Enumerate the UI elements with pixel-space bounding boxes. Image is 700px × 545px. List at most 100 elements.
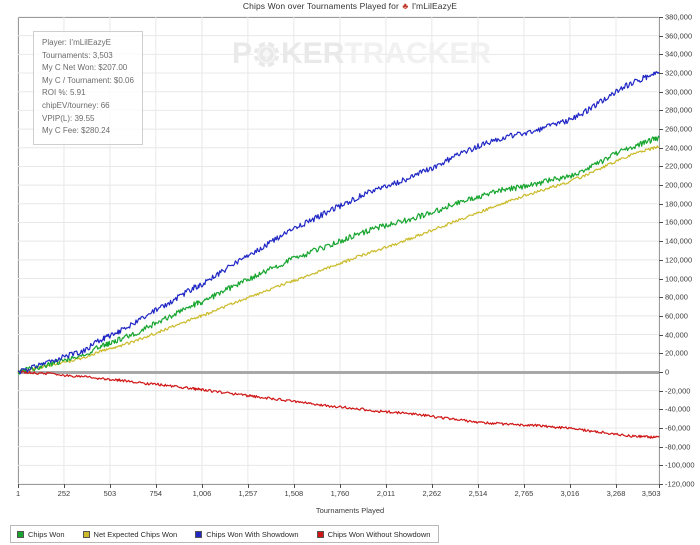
y-axis-tick [659,203,663,205]
x-axis-tick-label: 754 [149,489,163,498]
legend-item[interactable]: Net Expected Chips Won [82,529,178,539]
x-axis-tick-label: 2,011 [376,489,396,498]
y-axis-tick-label: 320,000 [665,68,693,78]
y-axis-tick [659,446,663,448]
y-axis-tick [659,129,663,131]
legend-item-label: Chips Won With Showdown [206,529,299,539]
y-axis-tick-label: 60,000 [665,311,688,321]
x-axis-tick [18,484,19,488]
x-axis-tick-label: 1,760 [330,489,350,498]
page-title-text: Chips Won over Tournaments Played for [242,1,399,11]
y-axis-tick [659,17,663,18]
legend-item[interactable]: Chips Won With Showdown [195,529,299,539]
x-axis-tick [155,484,157,488]
y-axis-tick-label: 380,000 [665,12,693,22]
x-axis-tick [615,484,617,488]
y-axis-tick [659,110,663,112]
x-axis-tick [109,484,111,488]
y-axis-tick-label: -80,000 [665,442,691,452]
stats-line: My C Net Won: $207.00 [42,63,128,73]
y-axis-tick [659,465,663,467]
y-axis-tick-label: 180,000 [665,199,693,209]
series-line [17,145,660,374]
x-axis-tick-label: 3,268 [606,489,626,498]
y-axis-tick-label: 220,000 [665,161,693,171]
y-axis-tick-label: 40,000 [665,330,688,340]
x-axis-tick [339,484,341,488]
stats-line: Player: I’mLilEazyE [42,38,111,47]
y-axis-tick [659,297,663,299]
y-axis-tick [659,54,663,56]
y-axis-tick-label: 0 [665,367,670,377]
x-axis-tick [523,484,525,488]
y-axis-tick-label: 300,000 [665,87,693,97]
x-axis-tick-label: 3,503 [641,489,661,498]
x-axis-tick-label: 2,765 [514,489,534,498]
y-axis-tick-label: 360,000 [665,31,693,41]
y-axis-tick [659,390,663,392]
y-axis-tick-label: -60,000 [665,423,691,433]
x-axis-tick-label: 2,262 [422,489,442,498]
stats-line: ROI %: 5.91 [42,88,86,98]
y-axis-tick-label: 260,000 [665,124,693,134]
y-axis-tick [659,409,663,411]
y-axis-tick-label: -40,000 [665,404,691,414]
y-axis-tick-label: 340,000 [665,49,693,59]
y-axis-tick [659,315,663,317]
stats-line: My C / Tournament: $0.06 [42,75,134,85]
y-axis-tick [659,241,663,243]
series-line [17,370,660,439]
y-axis-tick [659,166,663,168]
zero-baseline [18,370,660,374]
y-axis-tick [659,371,663,373]
legend-item-label: Net Expected Chips Won [93,529,178,539]
club-suit-icon: ♣ [402,1,409,11]
y-axis-tick [659,427,663,429]
y-axis-tick [659,484,663,485]
x-axis-tick [569,484,571,488]
y-axis-tick [659,185,663,187]
x-axis-tick [385,484,387,488]
x-axis-tick-label: 503 [103,489,117,498]
legend-item[interactable]: Chips Won [17,530,65,539]
x-axis-title: Tournaments Played [315,506,385,515]
y-axis-tick-label: 140,000 [665,236,693,246]
y-axis-tick [659,222,663,224]
stats-summary-box: Player: I’mLilEazyE Tournaments: 3,503 My … [33,31,143,145]
x-axis-tick-label: 1,257 [238,489,258,498]
legend-color-swatch [316,530,324,538]
x-axis-tick-label: 3,016 [560,489,580,498]
x-axis-tick-label: 1,508 [284,489,304,498]
legend-color-swatch [17,530,24,538]
x-axis-tick-label: 1,006 [192,489,212,498]
chart-legend: Chips Won Net Expected Chips Won Chips Won… [10,525,440,543]
stats-line: My C Fee: $280.24 [42,126,111,136]
x-axis-tick [659,484,660,488]
y-axis-tick-label: 200,000 [665,180,693,190]
page-title: Chips Won over Tournaments Played for ♣ … [0,1,700,11]
legend-item-label: Chips Won [28,529,65,539]
x-axis-tick [477,484,479,488]
legend-color-swatch [195,530,203,538]
x-axis-tick [247,484,249,488]
x-axis-tick [431,484,433,488]
y-axis-tick [659,334,663,336]
stats-line: Tournaments: 3,503 [42,50,113,60]
y-axis-tick-label: 100,000 [665,274,693,284]
series-line [17,71,660,375]
x-axis-tick [201,484,203,488]
y-axis-tick [659,147,663,149]
player-name-title: I'mLilEazyE [411,1,458,11]
series-line [17,135,660,375]
y-axis-tick-label: 80,000 [665,292,688,302]
y-axis-tick-label: 280,000 [665,105,693,115]
legend-item[interactable]: Chips Won Without Showdown [316,529,431,539]
legend-item-label: Chips Won Without Showdown [327,529,431,539]
legend-color-swatch [82,530,90,538]
y-axis-tick-label: 120,000 [665,255,693,265]
x-axis-tick [293,484,295,488]
y-axis-tick-label: 20,000 [665,348,688,358]
